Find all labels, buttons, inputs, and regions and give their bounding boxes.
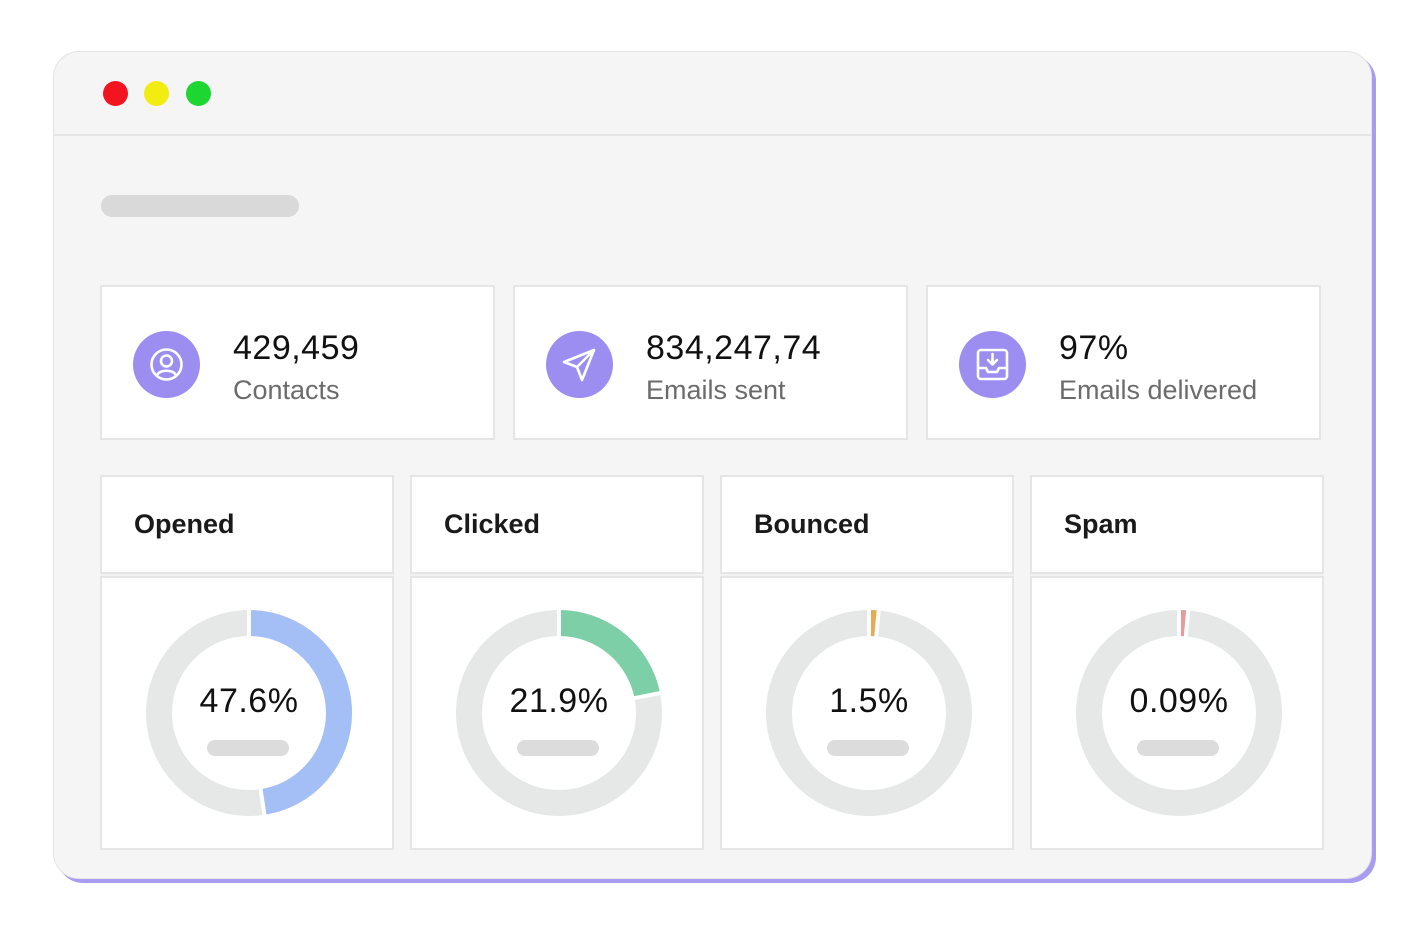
emails-sent-count: 834,247,74 xyxy=(646,329,822,367)
metric-title: Bounced xyxy=(754,509,870,539)
emails-sent-label: Emails sent xyxy=(646,375,786,405)
spam-rate-value: 0.09% xyxy=(1129,682,1229,720)
inbox-download-icon xyxy=(959,331,1026,398)
metric-caption-placeholder xyxy=(1137,740,1219,756)
metric-card-header: Opened xyxy=(100,475,394,574)
delivery-rate-label: Emails delivered xyxy=(1059,375,1258,405)
donut-separator xyxy=(633,690,662,701)
metric-card-header: Clicked xyxy=(410,475,704,574)
metric-card-body: 0.09% xyxy=(1030,576,1324,850)
metric-card-clicked: Clicked 21.9% xyxy=(410,475,704,850)
opened-rate-value: 47.6% xyxy=(199,682,299,720)
metric-card-opened: Opened 47.6% xyxy=(100,475,394,850)
opened-donut-chart xyxy=(146,609,352,817)
user-circle-icon xyxy=(133,331,200,398)
metric-card-spam: Spam 0.09% xyxy=(1030,475,1324,850)
clicked-rate-value: 21.9% xyxy=(509,682,609,720)
metric-title: Opened xyxy=(134,509,235,539)
app-window: 429,459 Contacts 834,247,74 Emails sent … xyxy=(53,51,1372,879)
contacts-label: Contacts xyxy=(233,375,340,405)
metric-card-body: 1.5% xyxy=(720,576,1014,850)
contacts-count: 429,459 xyxy=(233,329,360,367)
stat-card-contacts: 429,459 Contacts xyxy=(100,285,495,440)
maximize-window-button[interactable] xyxy=(186,81,211,106)
donut-separator xyxy=(258,787,267,817)
metric-card-header: Bounced xyxy=(720,475,1014,574)
metric-card-body: 21.9% xyxy=(410,576,704,850)
metric-title: Spam xyxy=(1064,509,1138,539)
metric-card-bounced: Bounced 1.5% xyxy=(720,475,1014,850)
delivery-rate: 97% xyxy=(1059,329,1129,367)
metric-card-header: Spam xyxy=(1030,475,1324,574)
metric-caption-placeholder xyxy=(827,740,909,756)
metric-title: Clicked xyxy=(444,509,541,539)
stat-card-emails-delivered: 97% Emails delivered xyxy=(926,285,1321,440)
donut-separator xyxy=(874,609,881,638)
metric-card-body: 47.6% xyxy=(100,576,394,850)
paper-plane-icon xyxy=(546,331,613,398)
clicked-donut-chart xyxy=(456,609,662,816)
minimize-window-button[interactable] xyxy=(144,81,169,106)
spam-donut-chart xyxy=(1076,609,1282,816)
bounced-rate-value: 1.5% xyxy=(829,682,909,720)
donut-separator xyxy=(1183,609,1191,638)
stat-card-emails-sent: 834,247,74 Emails sent xyxy=(513,285,908,440)
bounced-donut-chart xyxy=(766,609,972,816)
close-window-button[interactable] xyxy=(103,81,128,106)
metric-caption-placeholder xyxy=(207,740,289,756)
metric-caption-placeholder xyxy=(517,740,599,756)
window-titlebar xyxy=(54,52,1371,136)
page-title-placeholder xyxy=(101,195,299,217)
